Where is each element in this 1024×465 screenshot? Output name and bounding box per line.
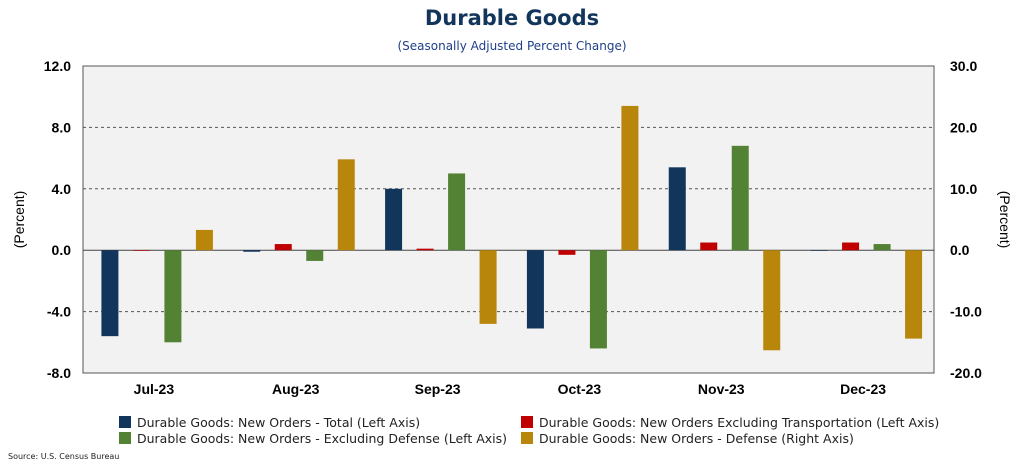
- bar: [195, 229, 213, 251]
- y-tick-left: 4.0: [52, 181, 72, 197]
- legend-swatch: [521, 416, 533, 428]
- y-tick-left: -8.0: [47, 365, 71, 381]
- legend-item-total: Durable Goods: New Orders - Total (Left …: [119, 415, 420, 430]
- bar: [621, 105, 639, 251]
- legend-item-ex-defense: Durable Goods: New Orders - Excluding De…: [119, 431, 507, 446]
- y-tick-right: 20.0: [950, 119, 977, 135]
- y-tick-left: 8.0: [52, 119, 72, 135]
- bar: [448, 173, 466, 251]
- source-note: Source: U.S. Census Bureau: [8, 452, 120, 461]
- bar: [558, 250, 576, 255]
- legend-swatch: [521, 432, 533, 444]
- x-tick-label: Dec-23: [840, 381, 886, 397]
- y-tick-left: -4.0: [47, 304, 71, 320]
- bar: [589, 250, 607, 349]
- y-tick-right: -10.0: [950, 304, 982, 320]
- bar: [164, 250, 182, 343]
- legend-label: Durable Goods: New Orders Excluding Tran…: [539, 415, 940, 430]
- x-tick-label: Sep-23: [415, 381, 461, 397]
- y-axis-label-right: (Percent): [997, 191, 1013, 249]
- y-tick-right: 0.0: [950, 242, 970, 258]
- bar: [873, 244, 891, 251]
- bar: [842, 242, 860, 251]
- y-tick-left: 0.0: [52, 242, 72, 258]
- bar: [101, 250, 119, 337]
- bar: [385, 188, 403, 251]
- x-tick-label: Jul-23: [134, 381, 175, 397]
- plot-area: [82, 65, 935, 374]
- bar: [700, 242, 718, 251]
- y-tick-right: -20.0: [950, 365, 982, 381]
- x-tick-label: Aug-23: [272, 381, 320, 397]
- bar: [243, 250, 261, 252]
- legend-label: Durable Goods: New Orders - Defense (Rig…: [539, 431, 854, 446]
- chart-title: Durable Goods: [424, 6, 600, 30]
- bar: [731, 145, 749, 251]
- bar: [306, 250, 324, 261]
- bar: [274, 244, 292, 251]
- bar: [668, 167, 686, 251]
- bar: [810, 250, 828, 251]
- y-axis-label-left: (Percent): [11, 191, 27, 249]
- bar: [132, 250, 150, 251]
- legend-item-defense: Durable Goods: New Orders - Defense (Rig…: [521, 431, 854, 446]
- bar: [526, 250, 544, 329]
- x-tick-label: Oct-23: [558, 381, 602, 397]
- bar: [763, 250, 781, 351]
- legend-swatch: [119, 432, 131, 444]
- x-tick-label: Nov-23: [698, 381, 745, 397]
- y-tick-right: 10.0: [950, 181, 977, 197]
- bar: [905, 250, 923, 339]
- bar: [337, 159, 355, 251]
- legend-label: Durable Goods: New Orders - Total (Left …: [137, 415, 421, 430]
- bar: [479, 250, 497, 324]
- y-tick-right: 30.0: [950, 58, 977, 74]
- legend-swatch: [119, 416, 131, 428]
- legend-label: Durable Goods: New Orders - Excluding De…: [137, 431, 508, 446]
- bar: [416, 248, 434, 251]
- legend-item-ex-transportation: Durable Goods: New Orders Excluding Tran…: [521, 415, 939, 430]
- chart-subtitle: (Seasonally Adjusted Percent Change): [397, 39, 627, 53]
- y-tick-left: 12.0: [44, 58, 71, 74]
